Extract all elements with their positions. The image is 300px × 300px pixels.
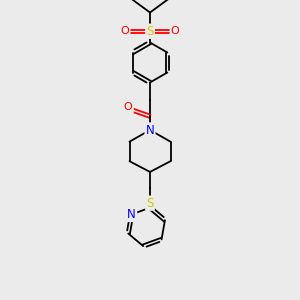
Text: O: O [171,26,179,36]
Text: S: S [146,25,154,38]
Text: S: S [146,197,154,210]
Text: N: N [146,124,154,136]
Text: O: O [121,26,129,36]
Text: O: O [124,103,133,112]
Text: N: N [127,208,136,221]
